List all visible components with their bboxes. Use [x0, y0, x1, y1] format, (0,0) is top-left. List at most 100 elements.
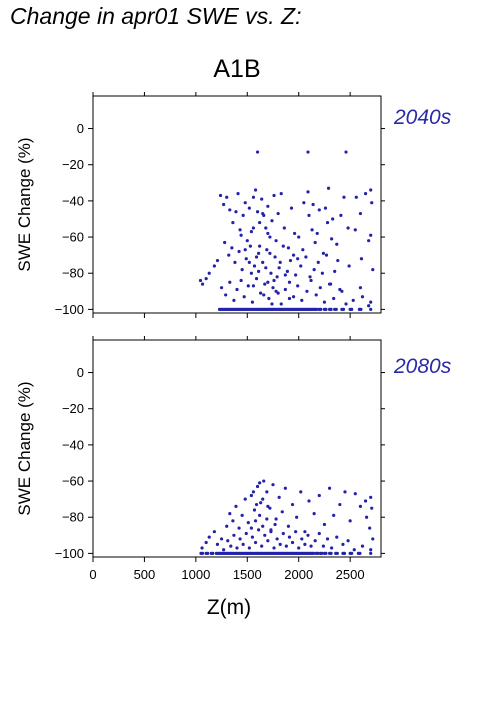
- data-point: [263, 282, 267, 286]
- data-point: [242, 295, 246, 299]
- data-point: [369, 233, 373, 237]
- data-point: [239, 278, 243, 283]
- data-point: [270, 219, 274, 223]
- data-point: [340, 289, 344, 293]
- data-point: [278, 542, 282, 546]
- data-point: [327, 486, 332, 490]
- data-point: [342, 551, 347, 555]
- data-point: [290, 502, 295, 507]
- data-point: [330, 237, 334, 241]
- data-point: [369, 300, 373, 304]
- data-point: [287, 280, 292, 284]
- data-point: [257, 269, 261, 274]
- data-point: [251, 226, 256, 230]
- data-point: [297, 546, 301, 550]
- data-point: [300, 537, 304, 541]
- data-point: [269, 528, 273, 532]
- data-point: [303, 530, 307, 534]
- data-point: [262, 479, 266, 483]
- data-point: [267, 296, 271, 301]
- data-point: [223, 240, 227, 245]
- data-point: [358, 211, 363, 216]
- data-point: [315, 231, 319, 236]
- data-point: [306, 190, 310, 194]
- y-tick-label: −80: [62, 510, 84, 525]
- data-point: [309, 544, 313, 548]
- data-point: [254, 277, 259, 281]
- data-point: [288, 258, 293, 263]
- data-point: [275, 537, 279, 541]
- data-point: [271, 307, 276, 311]
- data-point: [305, 551, 310, 555]
- data-point: [244, 307, 248, 311]
- data-point: [265, 551, 269, 555]
- data-point: [241, 542, 245, 546]
- data-point: [249, 271, 253, 275]
- data-point: [299, 264, 303, 268]
- data-point: [238, 228, 242, 232]
- data-point: [216, 551, 220, 555]
- data-point: [219, 307, 223, 311]
- data-point: [272, 193, 276, 198]
- data-point: [268, 307, 273, 311]
- data-point: [254, 255, 259, 259]
- data-point: [369, 307, 373, 311]
- data-point: [240, 513, 244, 518]
- data-point: [219, 286, 224, 290]
- data-point: [300, 298, 304, 302]
- data-point: [325, 537, 330, 541]
- data-point: [278, 551, 282, 555]
- data-point: [249, 526, 253, 530]
- data-point: [266, 539, 270, 543]
- data-point: [316, 260, 320, 264]
- data-point: [367, 239, 371, 243]
- x-tick-label: 1500: [233, 567, 262, 582]
- data-point: [283, 273, 287, 277]
- data-point: [274, 239, 278, 243]
- data-point: [261, 524, 265, 528]
- data-point: [342, 195, 346, 199]
- data-point: [308, 551, 313, 555]
- data-point: [265, 248, 269, 252]
- data-point: [296, 284, 300, 288]
- data-point: [308, 307, 313, 311]
- data-point: [228, 551, 232, 555]
- data-point: [293, 307, 297, 311]
- data-point: [358, 286, 363, 290]
- data-point: [290, 551, 294, 555]
- data-point: [363, 499, 368, 503]
- data-point: [225, 195, 229, 199]
- data-point: [253, 551, 257, 555]
- data-point: [245, 239, 249, 243]
- data-point: [228, 208, 232, 212]
- y-tick-label: −40: [62, 437, 84, 452]
- data-point: [322, 300, 327, 304]
- data-point: [249, 230, 253, 234]
- data-point: [363, 192, 368, 196]
- data-point: [243, 248, 247, 252]
- data-point: [225, 307, 229, 311]
- data-point: [271, 286, 275, 290]
- data-point: [359, 257, 364, 261]
- data-point: [281, 531, 285, 536]
- data-point: [231, 307, 235, 311]
- data-point: [351, 298, 355, 302]
- data-point: [251, 490, 256, 494]
- data-point: [250, 535, 255, 539]
- data-point: [243, 201, 247, 205]
- data-point: [308, 275, 312, 279]
- data-point: [344, 150, 348, 154]
- y-tick-label: −40: [62, 193, 84, 208]
- data-point: [215, 542, 220, 546]
- data-point: [310, 228, 314, 232]
- data-point: [368, 526, 372, 530]
- x-tick-label: 0: [89, 567, 96, 582]
- data-point: [284, 551, 288, 555]
- data-point: [236, 192, 240, 196]
- data-point: [268, 235, 272, 239]
- data-point: [247, 551, 251, 555]
- data-point: [268, 251, 272, 255]
- data-point: [273, 255, 277, 259]
- data-point: [324, 307, 328, 311]
